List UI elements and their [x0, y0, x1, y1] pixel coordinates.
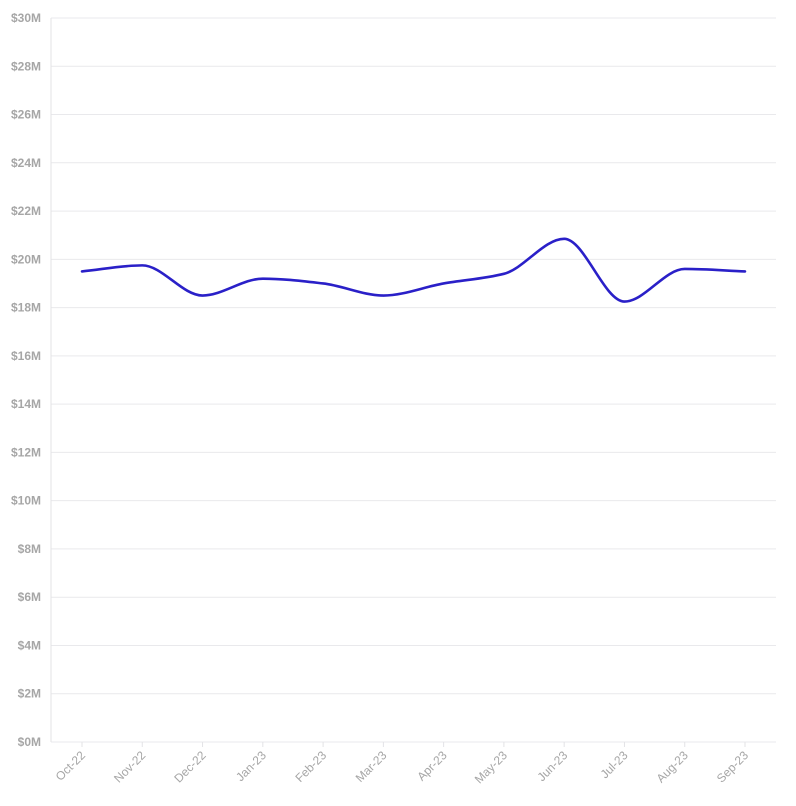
data-point[interactable]	[380, 292, 387, 299]
y-tick-label: $0M	[18, 735, 41, 749]
data-point[interactable]	[320, 280, 327, 287]
x-tick-label: Aug-23	[654, 748, 691, 785]
series-line	[80, 237, 747, 303]
x-tick-label: Apr-23	[414, 748, 450, 784]
y-tick-label: $14M	[11, 397, 41, 411]
y-tick-label: $12M	[11, 445, 41, 459]
y-tick-label: $30M	[11, 11, 41, 25]
x-tick-label: Oct-22	[53, 748, 89, 784]
x-tick-label: Nov-22	[111, 748, 148, 785]
data-point[interactable]	[440, 280, 447, 287]
data-point[interactable]	[139, 262, 146, 269]
data-point[interactable]	[79, 268, 86, 275]
series-layer	[79, 235, 749, 305]
x-tick-label: Jun-23	[534, 748, 570, 784]
x-tick-label: Jul-23	[598, 748, 631, 781]
x-tick-label: Sep-23	[714, 748, 751, 785]
y-tick-label: $24M	[11, 156, 41, 170]
y-axis: $0M $2M $4M $6M $8M $10M $12M $14M $16M $18M $20M $…	[11, 11, 52, 749]
data-point[interactable]	[199, 292, 206, 299]
y-tick-label: $26M	[11, 108, 41, 122]
data-point[interactable]	[681, 265, 688, 272]
y-tick-label: $4M	[18, 638, 41, 652]
x-tick-label: Mar-23	[353, 748, 390, 785]
y-tick-label: $8M	[18, 542, 41, 556]
y-tick-label: $10M	[11, 494, 41, 508]
data-point[interactable]	[742, 268, 749, 275]
x-tick-label: Feb-23	[292, 748, 329, 785]
data-point[interactable]	[500, 270, 507, 277]
gridlines	[51, 17, 776, 743]
x-tick-label: Dec-22	[171, 748, 208, 785]
x-axis: Oct-22 Nov-22 Dec-22 Jan-23 Feb-23 Mar-23 Apr-…	[53, 742, 751, 786]
x-tick-label: Jan-23	[233, 748, 269, 784]
y-tick-label: $28M	[11, 59, 41, 73]
data-point[interactable]	[259, 275, 266, 282]
data-point[interactable]	[561, 235, 568, 242]
y-tick-label: $20M	[11, 252, 41, 266]
data-point[interactable]	[621, 298, 628, 305]
y-tick-label: $16M	[11, 349, 41, 363]
y-tick-label: $2M	[18, 687, 41, 701]
y-tick-label: $22M	[11, 204, 41, 218]
x-tick-label: May-23	[472, 748, 510, 786]
y-tick-label: $18M	[11, 301, 41, 315]
y-tick-label: $6M	[18, 590, 41, 604]
